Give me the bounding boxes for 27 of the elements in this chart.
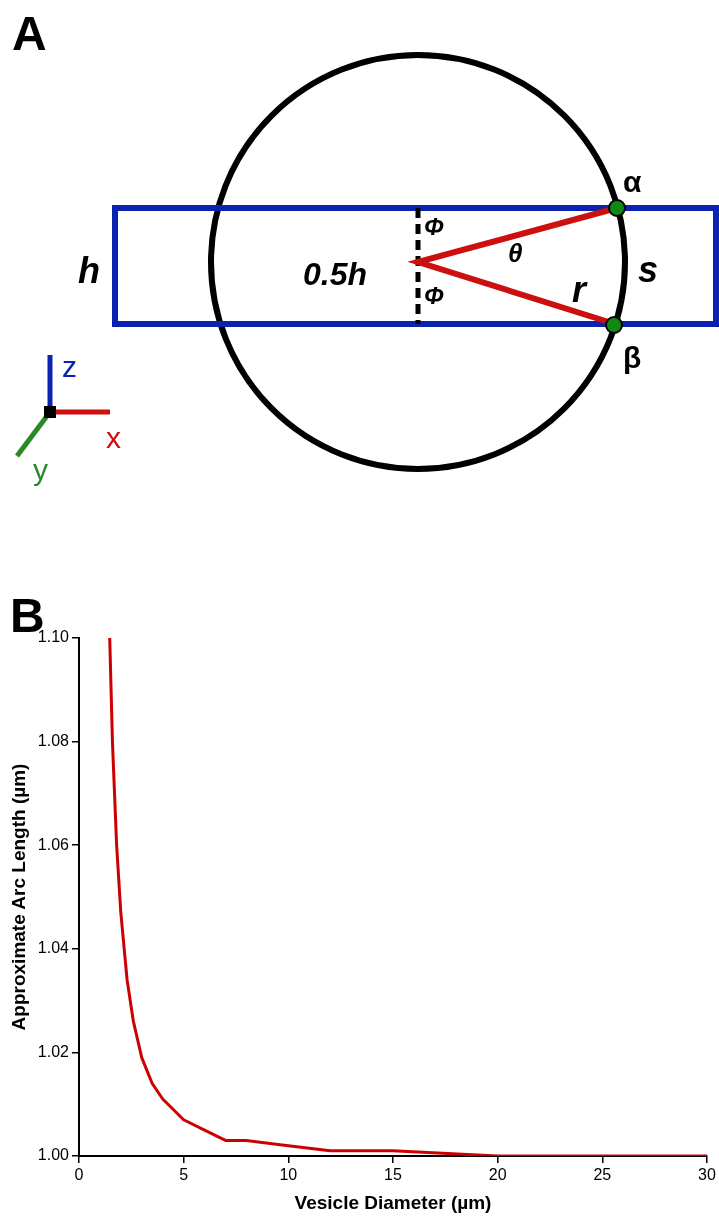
x-tick-label: 0 — [74, 1166, 84, 1184]
text: α — [623, 165, 642, 198]
text: h — [78, 250, 100, 291]
text: Φ — [424, 282, 444, 309]
x-axis-title: Vesicle Diameter (µm) — [294, 1191, 492, 1213]
x-tick-label: 30 — [698, 1166, 716, 1184]
x-tick-label: 25 — [593, 1166, 612, 1184]
text: 0.5h — [303, 256, 368, 292]
y-tick-label: 1.02 — [37, 1042, 70, 1060]
text: A — [12, 7, 47, 60]
y-tick-label: 1.06 — [37, 835, 70, 853]
text: r — [572, 269, 588, 310]
text: z — [62, 350, 77, 383]
x-tick-label: 20 — [488, 1166, 507, 1184]
y-tick-label: 1.08 — [37, 732, 70, 750]
text: Φ — [424, 213, 444, 240]
y-axis-title: Approximate Arc Length (µm) — [7, 763, 29, 1031]
x-tick-label: 15 — [384, 1166, 402, 1184]
y-tick-label: 1.00 — [37, 1146, 70, 1164]
text: β — [623, 341, 642, 374]
y-tick-label: 1.04 — [37, 939, 70, 957]
text: s — [638, 249, 659, 290]
text: y — [33, 453, 48, 486]
text: x — [106, 421, 121, 454]
x-tick-label: 5 — [179, 1166, 189, 1184]
text: θ — [508, 238, 523, 268]
x-tick-label: 10 — [279, 1166, 298, 1184]
